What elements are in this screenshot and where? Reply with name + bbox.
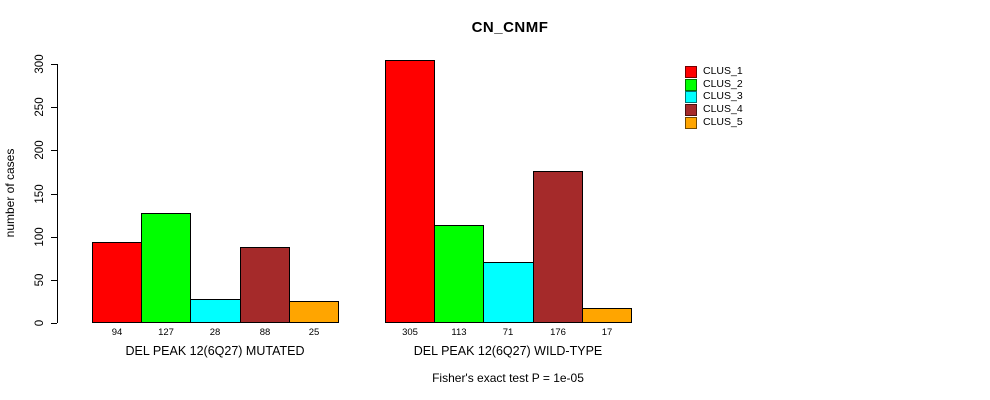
y-tick-label: 250	[34, 97, 46, 117]
bar-clus_5-group1	[289, 301, 339, 323]
category-label: DEL PEAK 12(6Q27) WILD-TYPE	[413, 344, 603, 358]
y-tick-mark	[51, 237, 57, 238]
legend-label: CLUS_2	[703, 78, 743, 90]
y-tick-mark	[51, 280, 57, 281]
y-tick-label: 200	[34, 140, 46, 160]
legend-item-clus_1: CLUS_1	[685, 65, 765, 78]
bar-clus_2-group1	[141, 213, 191, 323]
category-label: DEL PEAK 12(6Q27) MUTATED	[125, 344, 305, 358]
legend-swatch	[685, 104, 697, 116]
y-tick-label: 100	[34, 227, 46, 247]
legend-label: CLUS_1	[703, 65, 743, 77]
bar-value-label: 305	[402, 327, 418, 338]
y-tick-mark	[51, 323, 57, 324]
legend-label: CLUS_4	[703, 103, 743, 115]
legend-label: CLUS_5	[703, 116, 743, 128]
bar-clus_2-group2	[434, 225, 484, 323]
y-tick-label: 0	[34, 319, 46, 327]
annotation-caption: Fisher's exact test P = 1e-05	[432, 371, 584, 385]
bar-value-label: 88	[259, 327, 271, 338]
y-axis-line	[57, 64, 58, 323]
legend-swatch	[685, 79, 697, 91]
bar-value-label: 94	[111, 327, 123, 338]
y-tick-mark	[51, 194, 57, 195]
y-tick-mark	[51, 64, 57, 65]
legend-item-clus_5: CLUS_5	[685, 116, 765, 129]
y-tick-mark	[51, 150, 57, 151]
bar-value-label: 17	[601, 327, 613, 338]
bar-clus_3-group1	[190, 299, 241, 323]
bar-clus_4-group1	[240, 247, 290, 323]
y-tick-mark	[51, 107, 57, 108]
chart-title: CN_CNMF	[471, 19, 549, 36]
legend-item-clus_3: CLUS_3	[685, 90, 765, 103]
bar-value-label: 113	[451, 327, 467, 338]
bar-clus_3-group2	[483, 262, 534, 323]
legend-swatch	[685, 91, 697, 103]
legend-item-clus_4: CLUS_4	[685, 103, 765, 116]
legend-item-clus_2: CLUS_2	[685, 78, 765, 91]
bar-clus_5-group2	[582, 308, 632, 323]
legend-swatch	[685, 117, 697, 129]
bar-clus_1-group2	[385, 60, 435, 323]
y-tick-label: 50	[34, 273, 46, 287]
bar-clus_1-group1	[92, 242, 142, 323]
bar-value-label: 25	[308, 327, 320, 338]
y-tick-label: 300	[34, 54, 46, 74]
bar-value-label: 176	[550, 327, 566, 338]
legend-label: CLUS_3	[703, 90, 743, 102]
bar-value-label: 127	[158, 327, 174, 338]
bar-value-label: 71	[502, 327, 514, 338]
y-axis-title: number of cases	[3, 148, 17, 238]
y-tick-label: 150	[34, 184, 46, 204]
bar-value-label: 28	[209, 327, 221, 338]
legend-swatch	[685, 66, 697, 78]
bar-clus_4-group2	[533, 171, 583, 323]
